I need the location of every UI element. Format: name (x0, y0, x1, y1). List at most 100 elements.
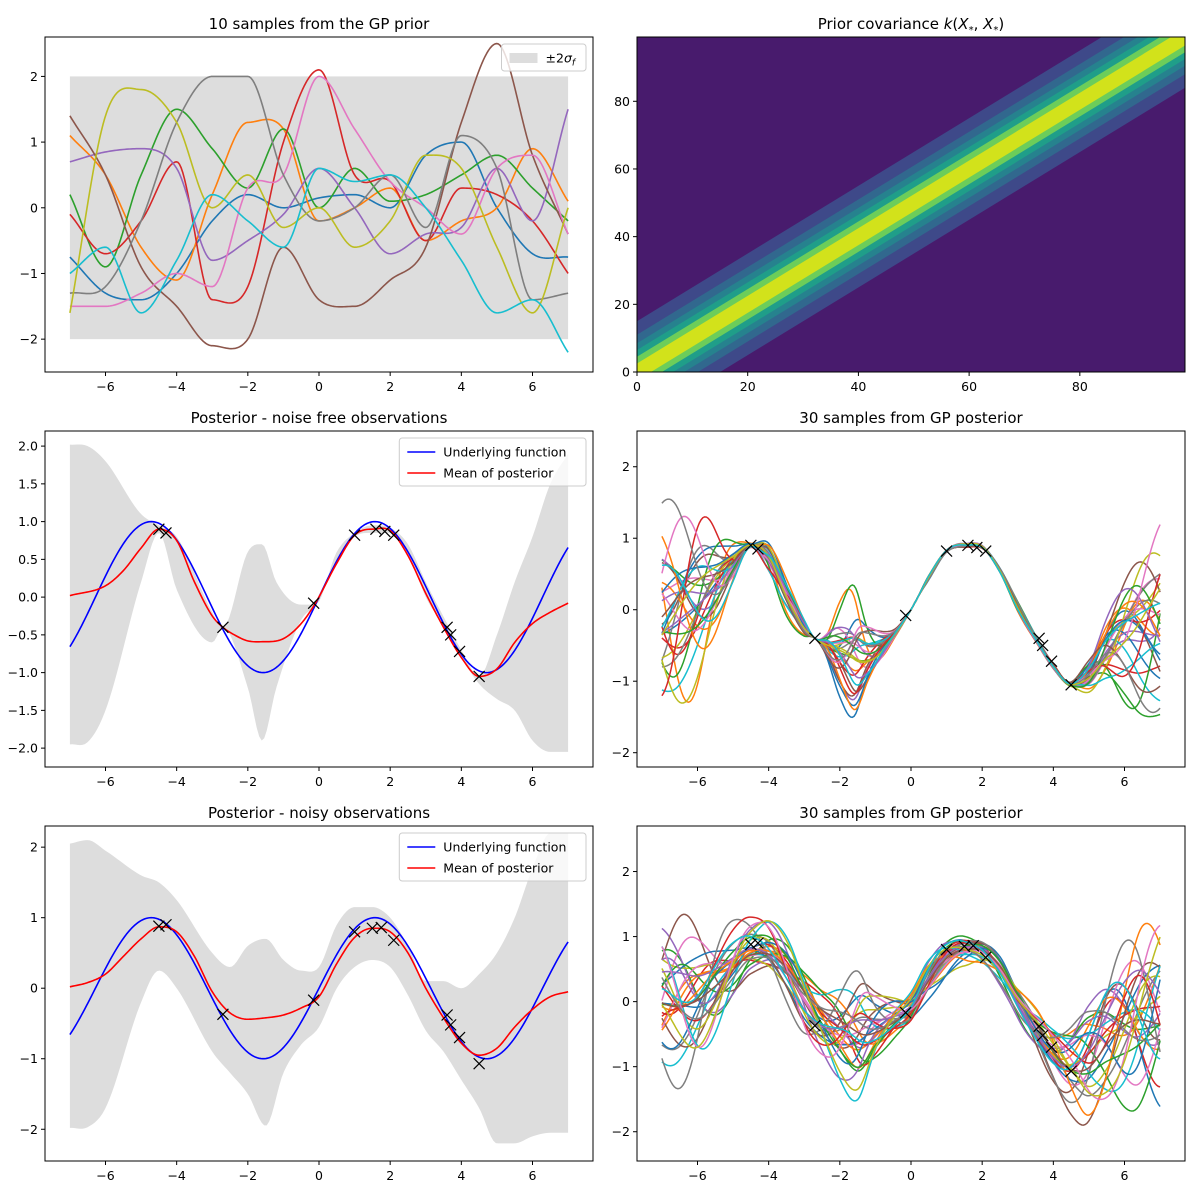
x-tick-label: −6 (96, 1168, 114, 1183)
x-tick-label: −6 (96, 774, 114, 789)
series-line (69, 527, 569, 678)
x-tick-label: −6 (688, 1168, 706, 1183)
observation-marker (899, 609, 912, 622)
observation-marker (387, 529, 400, 542)
observation-marker (453, 1031, 466, 1044)
observation-marker (378, 525, 391, 538)
chart-title: 30 samples from GP posterior (799, 409, 1023, 427)
observation-marker (808, 632, 821, 645)
posterior-sample-line (661, 948, 1161, 1072)
x-tick-label: −2 (239, 379, 257, 394)
observation-marker (375, 921, 388, 934)
plot-area (69, 444, 569, 752)
y-tick-label: 1 (30, 910, 38, 925)
observation-marker (441, 1009, 454, 1021)
y-tick-label: −2 (20, 332, 38, 347)
x-tick-label: 0 (315, 774, 323, 789)
observation-marker (366, 922, 379, 935)
title-comma: , (974, 15, 984, 33)
chart-title: Posterior - noise free observations (191, 409, 448, 427)
plot-area (661, 913, 1161, 1126)
title-sub1: * (969, 25, 974, 36)
observation-marker (152, 523, 165, 536)
title-prefix: Prior covariance (818, 15, 944, 33)
legend-label: Underlying function (443, 840, 566, 855)
heatmap-contour-level (637, 37, 1185, 372)
observation-marker (1036, 639, 1049, 652)
legend-swatch (509, 53, 538, 63)
y-tick-label: 0 (622, 365, 630, 380)
title-close: ) (998, 15, 1004, 33)
y-tick-label: 0 (30, 200, 38, 215)
observation-marker (744, 938, 757, 951)
observation-marker (160, 527, 172, 539)
observation-marker (979, 951, 992, 964)
x-tick-label: 0 (633, 379, 641, 394)
x-tick-label: 2 (978, 774, 986, 789)
y-tick-label: 0.0 (18, 590, 38, 605)
observation-markers (152, 523, 486, 683)
x-tick-label: 6 (529, 774, 537, 789)
y-tick-label: −1.0 (8, 665, 38, 680)
x-tick-label: −4 (167, 774, 185, 789)
y-tick-label: 0 (30, 981, 38, 996)
observation-marker (1045, 655, 1058, 668)
y-tick-label: −0.5 (8, 627, 38, 642)
observation-marker (940, 943, 953, 956)
x-tick-label: 0 (907, 1168, 915, 1183)
posterior-sample-line (661, 921, 1161, 1101)
observation-marker (473, 670, 486, 683)
x-tick-label: 0 (315, 1168, 323, 1183)
observation-marker (970, 541, 983, 554)
panel-posterior-noisy: Posterior - noisy observations −6 −4 −2 0 2 4… (20, 804, 594, 1183)
observation-marker (387, 934, 400, 947)
observation-marker (1065, 678, 1078, 691)
observation-marker (958, 940, 971, 953)
observation-marker (307, 597, 320, 610)
axes-frame (636, 36, 1186, 373)
x-tick-label: 0 (315, 379, 323, 394)
title-sub2: * (993, 25, 998, 36)
plot-area (69, 833, 569, 1144)
x-tick-label: −4 (167, 379, 185, 394)
y-tick-label: −2.0 (8, 741, 38, 756)
y-tick-label: −1.5 (8, 703, 38, 718)
legend-box (398, 832, 587, 882)
x-tick-label: 6 (529, 379, 537, 394)
y-tick-label: −2 (20, 1122, 38, 1137)
chart-title: Posterior - noisy observations (208, 804, 430, 822)
x-tick-label: −2 (831, 1168, 849, 1183)
observation-marker (752, 937, 764, 950)
chart-title: 30 samples from GP posterior (799, 804, 1023, 822)
y-tick-label: 0 (622, 602, 630, 617)
panel-gp-prior: 10 samples from the GP prior −6 −4 −2 0 2 4 6 −… (20, 15, 594, 394)
plot-area (637, 37, 1185, 372)
x-tick-label: 0 (907, 774, 915, 789)
observation-marker (444, 1018, 457, 1031)
observation-markers (152, 918, 486, 1070)
observation-marker (473, 1057, 486, 1070)
legend-label: Underlying function (443, 445, 566, 460)
x-tick-label: −6 (96, 379, 114, 394)
x-tick-label: 60 (961, 379, 977, 394)
observation-marker (453, 645, 466, 658)
legend-label: Mean of posterior (443, 861, 554, 876)
y-tick-label: 2 (622, 459, 630, 474)
legend-label: Mean of posterior (443, 466, 554, 481)
observation-marker (1033, 632, 1046, 645)
observation-marker (899, 1006, 912, 1019)
legend-label: ±2σf (546, 51, 577, 69)
legend: Underlying function Mean of posterior (398, 437, 587, 487)
chart-title: 10 samples from the GP prior (209, 15, 431, 33)
y-tick-label: 2 (30, 840, 38, 855)
observation-marker (444, 628, 457, 641)
observation-marker (348, 529, 361, 542)
y-tick-label: −2 (612, 1124, 630, 1139)
y-tick-label: −1 (612, 674, 630, 689)
observation-marker (307, 994, 320, 1007)
series-line (69, 75, 569, 308)
observation-marker (752, 543, 764, 555)
x-tick-label: −6 (688, 774, 706, 789)
x-tick-label: 2 (978, 1168, 986, 1183)
observation-marker (744, 539, 757, 552)
